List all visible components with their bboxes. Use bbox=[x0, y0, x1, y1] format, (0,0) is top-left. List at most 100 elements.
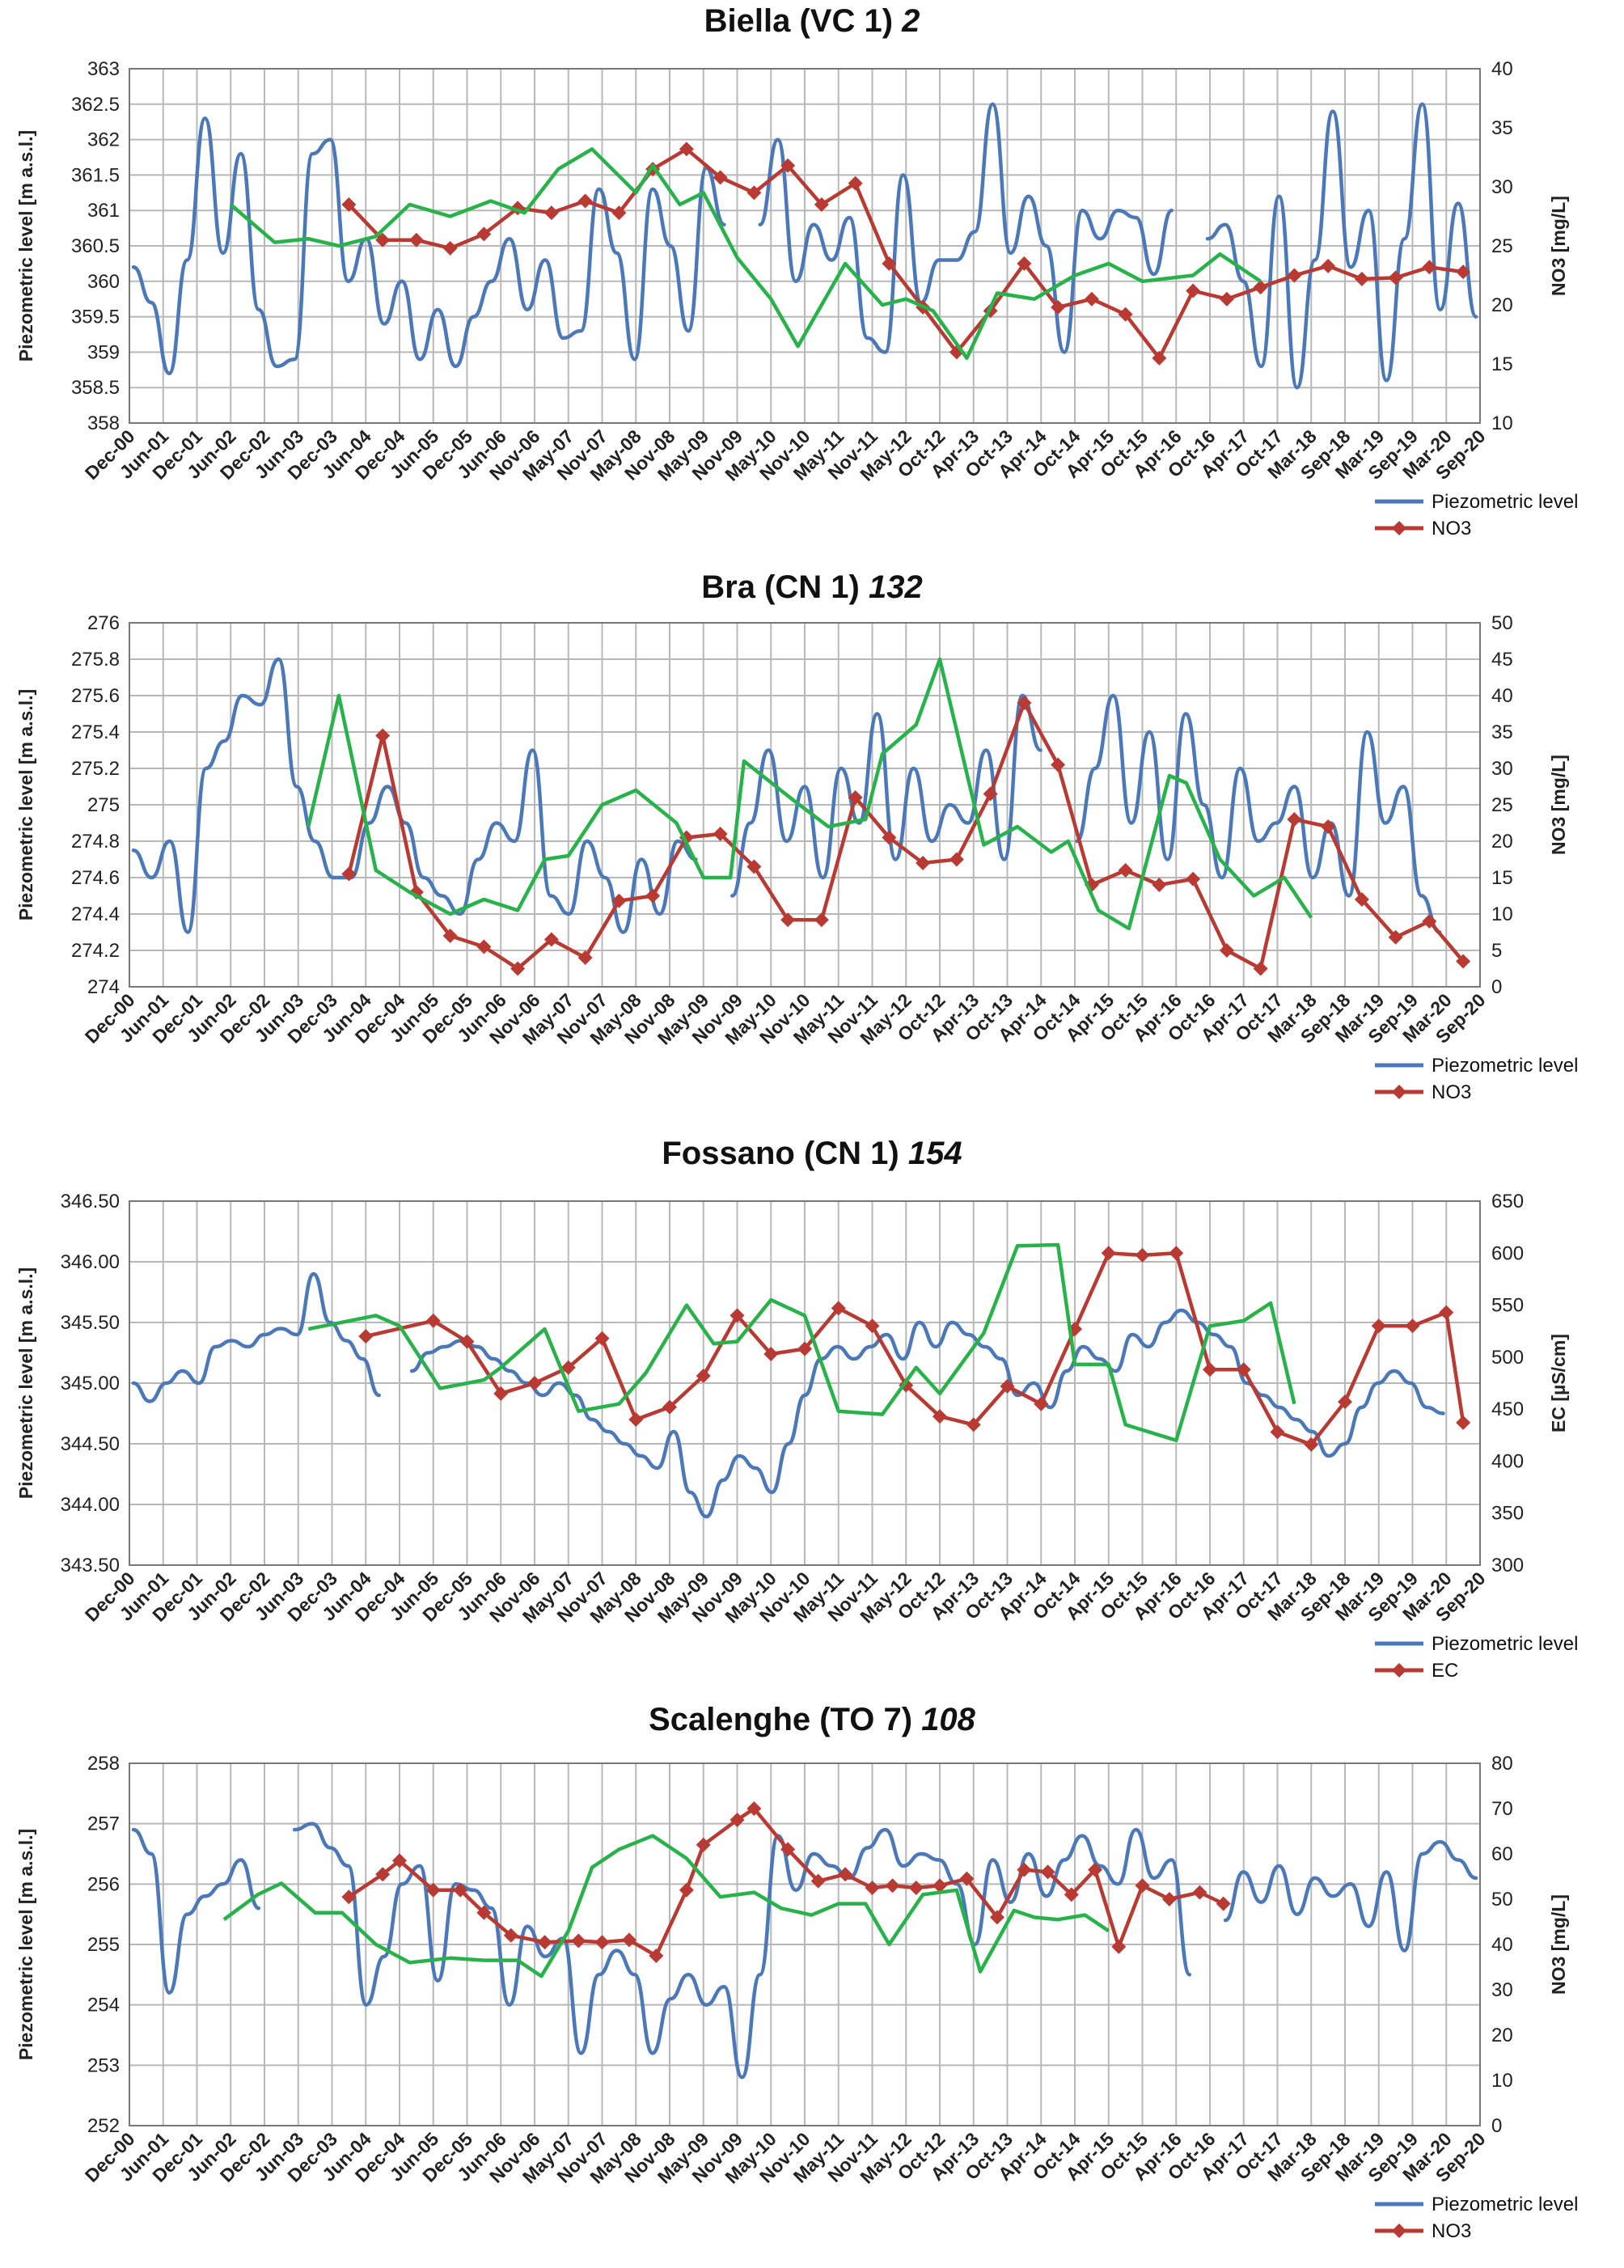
chemistry-marker bbox=[1152, 878, 1167, 892]
chemistry-marker bbox=[1219, 291, 1234, 307]
chemistry-marker bbox=[543, 205, 559, 221]
chemistry-marker bbox=[1456, 954, 1471, 969]
y-tick-label: 275.2 bbox=[71, 758, 120, 780]
y2-axis-label: NO3 [mg/L] bbox=[1548, 755, 1569, 855]
y2-tick-label: 600 bbox=[1491, 1242, 1524, 1264]
y2-tick-label: 0 bbox=[1491, 976, 1502, 998]
chemistry-marker bbox=[341, 197, 357, 212]
y-tick-label: 257 bbox=[87, 1813, 120, 1835]
chemistry-marker bbox=[503, 1927, 518, 1943]
chemistry-marker bbox=[696, 1369, 711, 1383]
piezometric-level-line bbox=[292, 1822, 1192, 2080]
y-axis-label: Piezometric level [m a.s.l.] bbox=[15, 1829, 36, 2060]
y2-tick-label: 50 bbox=[1491, 612, 1513, 634]
y-tick-label: 360.5 bbox=[71, 235, 120, 257]
y-tick-label: 361 bbox=[87, 200, 120, 222]
chemistry-marker bbox=[780, 158, 796, 173]
chemistry-marker bbox=[476, 226, 492, 242]
y2-tick-label: 550 bbox=[1491, 1295, 1524, 1317]
chemistry-marker bbox=[510, 961, 526, 976]
y2-tick-label: 500 bbox=[1491, 1347, 1524, 1369]
chemistry-marker bbox=[476, 939, 492, 954]
y2-axis-label: NO3 [mg/L] bbox=[1548, 1894, 1569, 1995]
chart-svg: 358 358.5 359 359.5 360 360.5 361 361.5 362 362.5… bbox=[15, 58, 1578, 539]
chart-panel-fossano: Fossano (CN 1) 154 343.50 344.00 344.50 345… bbox=[0, 1132, 1624, 1699]
chemistry-marker bbox=[1017, 1862, 1032, 1877]
y2-tick-label: 450 bbox=[1491, 1398, 1524, 1420]
chemistry-marker bbox=[1422, 914, 1437, 929]
y-tick-label: 274.8 bbox=[71, 831, 120, 853]
chemistry-marker bbox=[713, 827, 728, 841]
chemistry-marker bbox=[1354, 892, 1369, 907]
chemistry-marker bbox=[594, 1935, 610, 1950]
chemistry-marker bbox=[594, 1331, 610, 1346]
chemistry-marker bbox=[916, 856, 931, 870]
chemistry-marker bbox=[966, 1417, 981, 1432]
chemistry-marker bbox=[425, 1313, 441, 1328]
chemistry-marker bbox=[571, 1933, 586, 1949]
chemistry-marker bbox=[341, 866, 357, 882]
y-tick-label: 253 bbox=[87, 2054, 120, 2076]
chemistry-marker bbox=[621, 1932, 636, 1948]
chemistry-marker bbox=[1152, 350, 1167, 366]
y-tick-label: 275.8 bbox=[71, 649, 120, 671]
chemistry-marker bbox=[865, 1881, 880, 1895]
piezometric-level-line bbox=[1205, 102, 1478, 390]
y2-tick-label: 10 bbox=[1491, 413, 1513, 434]
y-tick-label: 361.5 bbox=[71, 164, 120, 186]
y-tick-label: 358.5 bbox=[71, 377, 120, 399]
legend-piezometric-label: Piezometric level bbox=[1432, 1055, 1578, 1077]
y2-tick-label: 60 bbox=[1491, 1843, 1513, 1865]
green-series-line bbox=[307, 1242, 1296, 1442]
chemistry-marker bbox=[341, 1889, 357, 1905]
legend-chemistry-label: NO3 bbox=[1432, 518, 1471, 539]
y-tick-label: 345.50 bbox=[61, 1312, 120, 1334]
y2-tick-label: 80 bbox=[1491, 1753, 1513, 1775]
chemistry-marker bbox=[885, 1878, 900, 1894]
chemistry-marker bbox=[1203, 1362, 1217, 1377]
chemistry-marker bbox=[425, 1882, 441, 1898]
y-axis-label: Piezometric level [m a.s.l.] bbox=[15, 689, 36, 920]
chemistry-marker bbox=[1253, 280, 1268, 295]
chemistry-marker bbox=[1422, 260, 1437, 275]
chemistry-marker bbox=[1135, 1247, 1150, 1263]
chemistry-marker bbox=[453, 1882, 468, 1898]
chemistry-marker bbox=[1017, 256, 1032, 271]
chemistry-marker bbox=[730, 1813, 745, 1827]
legend-chemistry-marker bbox=[1392, 521, 1406, 535]
chemistry-marker bbox=[1270, 1424, 1285, 1440]
chart-title: Bra (CN 1) 132 bbox=[701, 569, 923, 605]
chemistry-marker bbox=[358, 1329, 374, 1344]
y2-axis-label: NO3 [mg/L] bbox=[1548, 196, 1569, 296]
chemistry-marker bbox=[780, 1842, 796, 1857]
piezometric-level-line bbox=[1075, 693, 1442, 934]
y2-tick-label: 30 bbox=[1491, 758, 1513, 780]
y-tick-label: 359.5 bbox=[71, 307, 120, 328]
chemistry-marker bbox=[730, 1308, 745, 1323]
y2-tick-label: 300 bbox=[1491, 1555, 1524, 1576]
chemistry-marker bbox=[679, 1882, 694, 1898]
chart-title: Fossano (CN 1) 154 bbox=[662, 1136, 962, 1171]
chemistry-marker bbox=[933, 1409, 947, 1424]
chemistry-marker bbox=[1118, 307, 1133, 322]
y-tick-label: 275.6 bbox=[71, 685, 120, 707]
chemistry-marker bbox=[1135, 1878, 1150, 1894]
chemistry-marker bbox=[375, 1867, 391, 1882]
chemistry-marker bbox=[442, 240, 458, 256]
chemistry-marker bbox=[375, 728, 391, 743]
chemistry-marker bbox=[1456, 1415, 1471, 1430]
plot-frame bbox=[129, 622, 1481, 988]
chemistry-marker bbox=[1338, 1394, 1352, 1410]
y-tick-label: 346.00 bbox=[61, 1251, 120, 1273]
chemistry-marker bbox=[1371, 1318, 1386, 1334]
y2-tick-label: 400 bbox=[1491, 1450, 1524, 1472]
chemistry-marker bbox=[848, 176, 863, 191]
y-tick-label: 258 bbox=[87, 1753, 120, 1775]
y2-tick-label: 40 bbox=[1491, 685, 1513, 707]
chemistry-marker bbox=[1169, 1246, 1184, 1261]
chemistry-marker bbox=[1000, 1378, 1015, 1394]
chemistry-marker bbox=[780, 912, 796, 928]
y-tick-label: 276 bbox=[87, 612, 120, 634]
chemistry-line bbox=[347, 147, 1464, 360]
chemistry-marker bbox=[696, 1837, 711, 1852]
